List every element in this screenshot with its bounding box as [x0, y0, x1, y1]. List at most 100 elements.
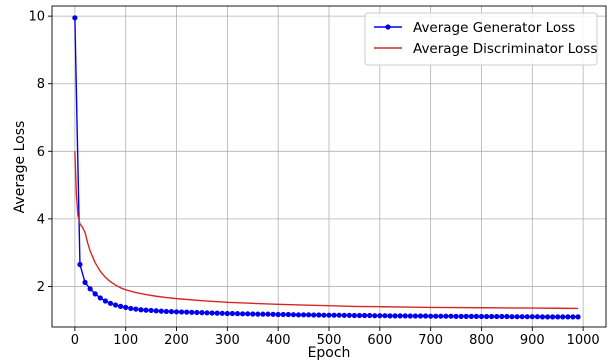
average-generator-loss-point-61 — [382, 313, 388, 319]
average-generator-loss-point-99 — [575, 314, 581, 320]
average-generator-loss-point-96 — [560, 314, 566, 320]
average-generator-loss-point-20 — [173, 309, 180, 315]
axes — [48, 5, 607, 331]
average-generator-loss-point-43 — [290, 312, 297, 318]
average-generator-loss-point-90 — [529, 314, 535, 320]
average-generator-loss-point-42 — [285, 311, 291, 318]
x-tick-label-1: 100 — [113, 333, 138, 348]
average-generator-loss-point-5 — [97, 295, 103, 301]
average-generator-loss-point-75 — [453, 313, 459, 319]
average-generator-loss-point-57 — [361, 312, 368, 319]
average-generator-loss-point-29 — [219, 310, 225, 316]
average-generator-loss-point-17 — [158, 308, 164, 314]
x-tick-label-3: 300 — [215, 333, 240, 348]
average-generator-loss-point-92 — [539, 314, 546, 320]
average-generator-loss-point-18 — [163, 308, 169, 315]
average-generator-loss-point-8 — [112, 302, 119, 308]
average-generator-loss-point-74 — [448, 313, 454, 319]
average-generator-loss-point-88 — [519, 314, 525, 320]
average-generator-loss-point-63 — [392, 313, 398, 319]
average-generator-loss-point-77 — [463, 313, 469, 319]
x-tick-label-9: 900 — [520, 333, 545, 348]
x-tick-label-8: 800 — [469, 333, 494, 348]
average-generator-loss-point-47 — [311, 312, 317, 318]
average-generator-loss-point-11 — [128, 305, 134, 312]
average-generator-loss-point-52 — [336, 312, 342, 318]
average-generator-loss-point-33 — [239, 311, 246, 317]
average-generator-loss-point-3 — [87, 286, 93, 292]
x-tick-label-5: 500 — [317, 333, 342, 348]
average-generator-loss-point-21 — [179, 309, 185, 315]
average-generator-loss-point-51 — [331, 312, 337, 318]
average-generator-loss-point-67 — [412, 313, 419, 319]
average-generator-loss-point-85 — [504, 313, 510, 320]
average-generator-loss-point-87 — [514, 314, 520, 320]
average-generator-loss-point-38 — [265, 311, 271, 317]
average-generator-loss-point-65 — [402, 313, 408, 319]
average-generator-loss-point-7 — [107, 300, 114, 306]
legend-discriminator-label: Average Discriminator Loss — [413, 41, 597, 57]
average-generator-loss-point-31 — [229, 310, 236, 317]
average-generator-loss-point-60 — [377, 313, 383, 319]
average-generator-loss-point-44 — [295, 312, 302, 318]
x-axis-label: Epoch — [308, 345, 351, 361]
average-generator-loss-point-93 — [544, 314, 551, 320]
average-generator-loss-point-39 — [270, 311, 276, 317]
y-axis-label: Average Loss — [12, 121, 28, 214]
y-tick-label-2: 6 — [37, 145, 45, 160]
x-tick-label-0: 0 — [71, 333, 79, 348]
average-generator-loss-point-89 — [524, 314, 530, 320]
average-generator-loss-point-69 — [422, 313, 429, 319]
average-generator-loss-point-30 — [224, 310, 230, 317]
average-generator-loss-point-14 — [143, 307, 149, 313]
average-generator-loss-point-12 — [133, 306, 139, 312]
average-generator-loss-point-28 — [214, 310, 220, 316]
average-generator-loss-point-81 — [483, 313, 490, 320]
average-generator-loss-point-97 — [565, 314, 571, 320]
average-generator-loss-point-24 — [194, 309, 200, 316]
average-generator-loss-point-79 — [473, 313, 479, 319]
average-generator-loss-point-36 — [255, 311, 261, 317]
average-generator-loss-point-4 — [92, 291, 98, 297]
average-generator-loss-point-50 — [326, 312, 332, 318]
average-generator-loss-point-19 — [168, 309, 175, 315]
average-generator-loss-point-62 — [387, 313, 393, 319]
average-generator-loss-point-94 — [550, 314, 556, 320]
x-tick-label-7: 700 — [418, 333, 443, 348]
average-generator-loss-point-9 — [118, 303, 124, 309]
tick-labels: 0 100 200 300 400 500 600 700 800 900 1000 2 4 6 8 10 — [28, 10, 599, 348]
average-generator-loss-point-6 — [102, 298, 108, 304]
average-generator-loss-point-26 — [204, 310, 210, 316]
average-generator-loss-point-76 — [458, 313, 464, 319]
average-generator-loss-point-32 — [234, 311, 241, 317]
average-generator-loss-point-73 — [443, 313, 449, 319]
x-tick-label-10: 1000 — [567, 333, 600, 348]
average-generator-loss-point-41 — [280, 311, 286, 318]
series-layer — [72, 15, 581, 320]
y-tick-label-1: 4 — [37, 212, 45, 227]
average-generator-loss-point-27 — [209, 310, 215, 316]
average-generator-loss-point-45 — [300, 312, 307, 318]
average-generator-loss-point-25 — [199, 310, 205, 316]
average-generator-loss-point-71 — [433, 313, 439, 319]
average-generator-loss-point-95 — [555, 314, 561, 320]
y-tick-label-0: 2 — [37, 280, 45, 295]
average-generator-loss-point-34 — [245, 311, 251, 317]
y-tick-label-3: 8 — [37, 77, 45, 92]
average-generator-loss-point-2 — [82, 279, 88, 285]
average-generator-loss-point-66 — [407, 313, 413, 319]
average-generator-loss-point-80 — [478, 313, 485, 320]
x-tick-label-2: 200 — [164, 333, 189, 348]
average-generator-loss-point-70 — [428, 313, 434, 319]
average-generator-loss-point-48 — [316, 312, 322, 318]
average-generator-loss-point-86 — [509, 314, 515, 320]
average-generator-loss-point-0 — [72, 15, 78, 21]
average-generator-loss-point-55 — [351, 312, 358, 319]
y-tick-label-4: 10 — [28, 10, 45, 25]
average-generator-loss-point-72 — [438, 313, 444, 319]
average-generator-loss-point-59 — [372, 313, 378, 319]
x-tick-label-4: 400 — [266, 333, 291, 348]
average-generator-loss-point-40 — [275, 311, 281, 318]
average-generator-loss-point-83 — [494, 313, 500, 320]
